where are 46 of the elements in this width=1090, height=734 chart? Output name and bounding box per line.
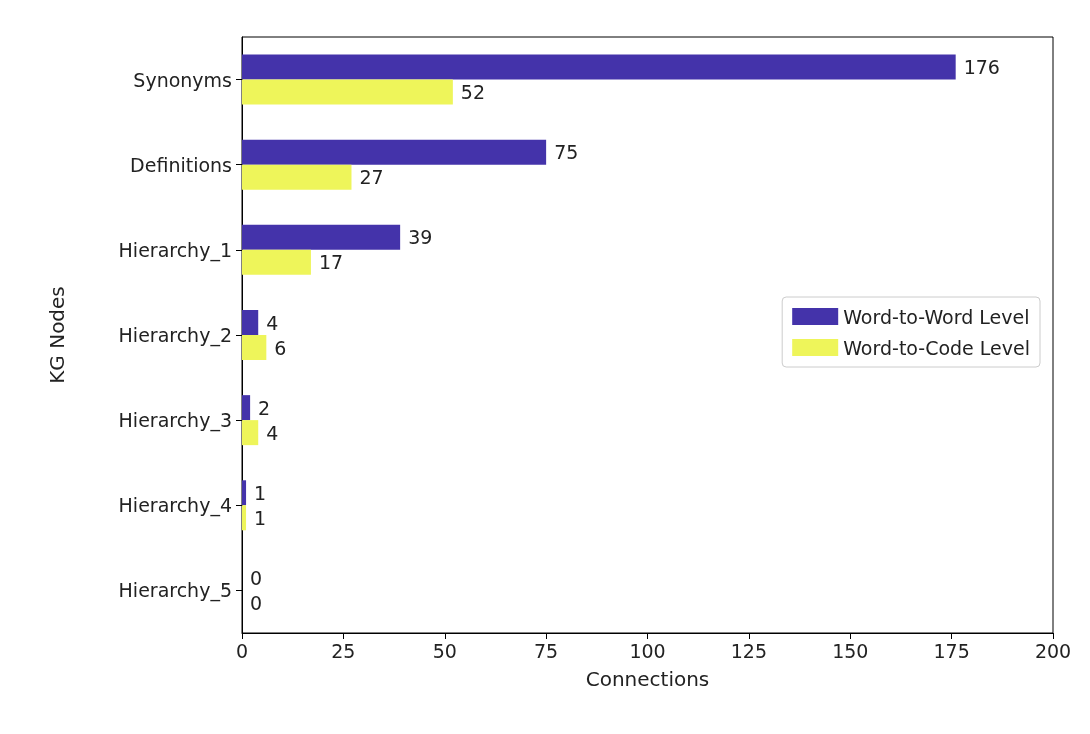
y-tick-label: Hierarchy_2: [118, 324, 232, 347]
bar: [242, 505, 247, 531]
x-tick-label: 25: [331, 639, 356, 662]
data-label: 0: [250, 566, 263, 589]
bar: [242, 310, 259, 335]
y-tick-label: Hierarchy_1: [118, 238, 232, 262]
x-tick-label: 50: [432, 639, 457, 662]
bar: [242, 54, 956, 80]
bar: [242, 249, 311, 275]
data-label: 39: [408, 226, 433, 249]
data-label: 75: [554, 141, 579, 164]
data-label: 1: [254, 481, 267, 504]
y-tick-label: Hierarchy_3: [118, 409, 232, 433]
legend-label: Word-to-Word Level: [843, 305, 1030, 328]
x-tick-label: 0: [235, 639, 249, 662]
x-tick-label: 150: [832, 639, 869, 662]
data-label: 2: [258, 396, 271, 419]
data-label: 1: [254, 506, 267, 529]
bar: [242, 164, 352, 190]
bar: [242, 480, 247, 506]
data-label: 4: [266, 311, 279, 334]
data-label: 17: [318, 251, 344, 274]
x-tick-label: 100: [629, 639, 666, 662]
legend-label: Word-to-Code Level: [843, 336, 1030, 359]
x-tick-label: 75: [534, 639, 559, 662]
data-label: 176: [963, 56, 1000, 79]
data-label: 0: [250, 591, 263, 614]
y-tick-label: Hierarchy_5: [118, 579, 232, 603]
y-tick-label: Synonyms: [133, 68, 232, 91]
bar: [242, 224, 401, 250]
bar: [242, 139, 547, 165]
x-tick-label: 175: [933, 639, 970, 662]
bar: [242, 335, 267, 360]
x-tick-label: 200: [1034, 639, 1072, 662]
bar: [242, 79, 453, 105]
bar: [242, 395, 251, 421]
x-tick-label: 125: [730, 639, 768, 662]
y-tick-label: Hierarchy_4: [118, 494, 232, 518]
y-axis-title: KG Nodes: [45, 286, 69, 384]
y-tick-label: Definitions: [130, 153, 232, 176]
data-label: 27: [359, 166, 384, 189]
data-label: 4: [266, 421, 279, 444]
x-axis-title: Connections: [585, 667, 710, 691]
data-label: 6: [274, 336, 287, 359]
data-label: 52: [460, 81, 486, 104]
bar: [242, 420, 259, 446]
